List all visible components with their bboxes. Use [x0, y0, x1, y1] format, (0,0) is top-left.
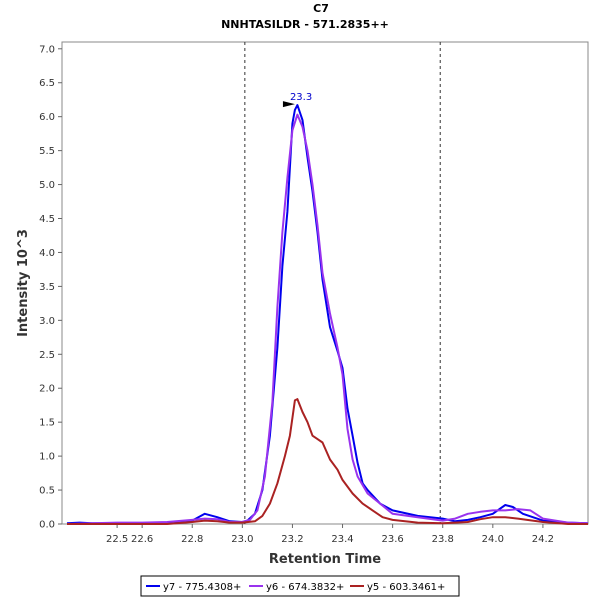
y-tick-label: 5.5 — [39, 146, 55, 157]
x-tick-label: 22.8 — [181, 534, 203, 545]
y-tick-label: 0.5 — [39, 486, 55, 497]
legend-label: y6 - 674.3832+ — [266, 582, 344, 593]
y-tick-label: 6.5 — [39, 78, 55, 89]
y-tick-label: 0.0 — [39, 520, 55, 531]
legend-label: y5 - 603.3461+ — [367, 582, 445, 593]
y-tick-label: 4.0 — [39, 248, 55, 259]
x-tick-label: 24.2 — [532, 534, 554, 545]
y-tick-label: 4.5 — [39, 214, 55, 225]
x-tick-label: 23.4 — [331, 534, 353, 545]
legend-box — [140, 575, 460, 597]
y-axis-title: Intensity 10^3 — [16, 229, 31, 337]
y-tick-label: 7.0 — [39, 44, 55, 55]
x-tick-label: 22.6 — [131, 534, 153, 545]
series-line — [67, 398, 588, 525]
chart-subtitle: NNHTASILDR - 571.2835++ — [221, 18, 389, 31]
peak-marker-icon — [282, 101, 295, 108]
x-axis-title: Retention Time — [269, 552, 381, 567]
y-tick-label: 2.5 — [39, 350, 55, 361]
x-axis-ticks: 22.5 22.6 22.8 23.0 23.2 23.4 23.6 23.8 24.0 24.2 — [106, 524, 554, 545]
y-axis-ticks: 0.0 0.5 1.0 1.5 2.0 2.5 3.0 3.5 4.0 4.5 5.0 5.5 6.0 6… — [39, 44, 62, 531]
y-tick-label: 3.0 — [39, 316, 55, 327]
series-lines — [66, 104, 589, 525]
x-tick-label: 23.6 — [381, 534, 403, 545]
y-tick-label: 1.0 — [39, 452, 55, 463]
legend-label: y7 - 775.4308+ — [163, 582, 241, 593]
chart-title: C7 — [313, 2, 329, 15]
series-line — [66, 113, 589, 525]
x-tick-label: 22.5 — [106, 534, 128, 545]
y-tick-label: 2.0 — [39, 384, 55, 395]
y-tick-label: 3.5 — [39, 282, 55, 293]
x-tick-label: 24.0 — [482, 534, 504, 545]
legend: y7 - 775.4308+ y6 - 674.3832+ y5 - 603.346… — [146, 582, 445, 593]
peak-annotation: 23.3 — [290, 92, 312, 103]
x-tick-label: 23.2 — [281, 534, 303, 545]
y-tick-label: 5.0 — [39, 180, 55, 191]
integration-boundaries — [244, 42, 441, 524]
y-tick-label: 6.0 — [39, 112, 55, 123]
x-tick-label: 23.8 — [432, 534, 454, 545]
x-tick-label: 23.0 — [231, 534, 253, 545]
y-tick-label: 1.5 — [39, 418, 55, 429]
